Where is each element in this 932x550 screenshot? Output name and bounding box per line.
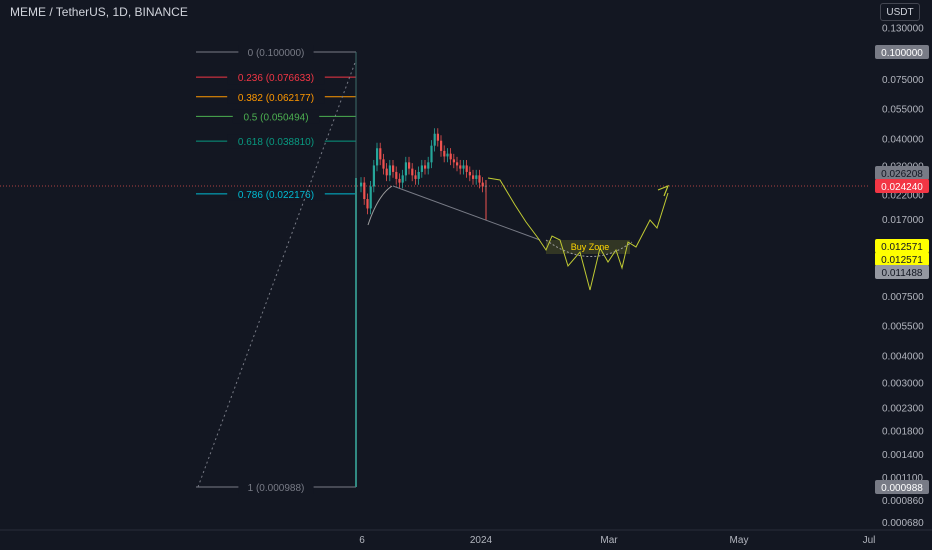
fib-label-bg (238, 45, 314, 59)
candle-body (472, 175, 475, 179)
x-tick-label: Mar (600, 535, 618, 546)
candle-body (417, 171, 420, 179)
candle-body (427, 162, 430, 169)
candle-body (465, 165, 468, 172)
price-label: 0.024240 (881, 182, 923, 193)
price-label: 0.012571 (881, 242, 923, 253)
fib-label-bg (227, 134, 325, 149)
x-tick-label: Jul (863, 535, 876, 546)
candle-body (360, 182, 363, 187)
y-tick-label: 0.001100 (882, 473, 923, 484)
price-label: 0.100000 (881, 48, 923, 59)
fib-level-label: 0.382 (0.062177) (238, 93, 314, 104)
candle-body (398, 178, 401, 183)
fib-level-label: 0.786 (0.022176) (238, 190, 314, 201)
fib-level-label: 0.618 (0.038810) (238, 137, 314, 148)
y-tick-label: 0.022000 (882, 191, 924, 202)
price-label: 0.000988 (881, 483, 923, 494)
price-label: 0.026208 (881, 169, 923, 180)
fib-label-bg (227, 89, 325, 104)
price-label-bg (875, 480, 929, 494)
candle-body (430, 145, 433, 163)
fib-level-label: 0 (0.100000) (248, 48, 305, 59)
y-tick-label: 0.130000 (882, 23, 924, 34)
fib-level-label: 0.236 (0.076633) (238, 73, 314, 84)
candle-body (478, 175, 481, 183)
candle-body (424, 165, 427, 169)
fib-label-bg (227, 186, 325, 201)
candle-body (462, 165, 465, 169)
candle-body (385, 168, 388, 176)
x-tick-label: May (730, 535, 749, 546)
price-label-bg (875, 166, 929, 180)
price-label-bg (875, 179, 929, 193)
fib-label-bg (232, 109, 320, 124)
price-label: 0.011488 (882, 268, 923, 279)
buy-zone-label: Buy Zone (571, 242, 610, 252)
symbol-title: MEME / TetherUS, 1D, BINANCE (10, 5, 188, 19)
y-tick-label: 0.002300 (882, 403, 924, 414)
fib-trend-line (197, 59, 357, 488)
candle-body (401, 175, 404, 183)
y-tick-label: 0.005500 (882, 321, 924, 332)
candle-body (363, 182, 366, 200)
projection-path (487, 177, 669, 291)
candle-body (481, 182, 484, 187)
y-tick-label: 0.003000 (882, 378, 924, 389)
y-tick-label: 0.000680 (882, 518, 924, 529)
candle-body (459, 165, 462, 169)
candle-body (468, 171, 471, 176)
candle-body (449, 153, 452, 160)
y-tick-label: 0.055000 (882, 104, 924, 115)
candle-body (440, 140, 443, 151)
price-label-bg (875, 239, 929, 253)
y-tick-label: 0.007500 (882, 292, 924, 303)
price-label: 0.012571 (881, 255, 923, 266)
candle-body (376, 148, 379, 166)
price-label-bg (875, 265, 929, 279)
x-tick-label: 2024 (470, 535, 493, 546)
candle-body (414, 175, 417, 179)
projection-arrow (657, 184, 670, 197)
fib-label-bg (227, 70, 325, 85)
y-tick-label: 0.004000 (882, 351, 924, 362)
candle-body (452, 159, 455, 163)
candle-body (456, 162, 459, 166)
candle-body (369, 186, 372, 209)
candle-body (395, 171, 398, 179)
candle-body (392, 165, 395, 172)
currency-button[interactable]: USDT (880, 3, 920, 21)
price-label-bg (875, 45, 929, 59)
fib-label-bg (238, 480, 314, 494)
trend-line (392, 185, 541, 241)
y-tick-label: 0.017000 (882, 215, 924, 226)
candle-body (420, 165, 423, 172)
candle-body (433, 133, 436, 146)
candle-body (388, 165, 391, 176)
x-tick-label: 6 (359, 535, 365, 546)
y-tick-label: 0.075000 (882, 75, 924, 86)
y-tick-label: 0.000860 (882, 496, 924, 507)
y-tick-label: 0.001800 (882, 426, 924, 437)
candle-body (411, 168, 414, 176)
curve-line (367, 185, 393, 226)
buy-zone-box (546, 240, 630, 254)
candle-body (379, 148, 382, 160)
candle-body (436, 133, 439, 141)
candle-body (366, 199, 369, 209)
candle-body (404, 162, 407, 176)
fib-level-label: 0.5 (0.050494) (243, 112, 308, 123)
fib-level-label: 1 (0.000988) (248, 483, 305, 494)
candle-body (408, 162, 411, 169)
candle-body (382, 159, 385, 169)
y-tick-label: 0.040000 (882, 134, 924, 145)
candle-body (475, 175, 478, 179)
price-label-bg (875, 252, 929, 266)
candle-body (443, 150, 446, 157)
candle-body (372, 165, 375, 187)
y-tick-label: 0.001400 (882, 450, 924, 461)
candle-body (446, 153, 449, 157)
